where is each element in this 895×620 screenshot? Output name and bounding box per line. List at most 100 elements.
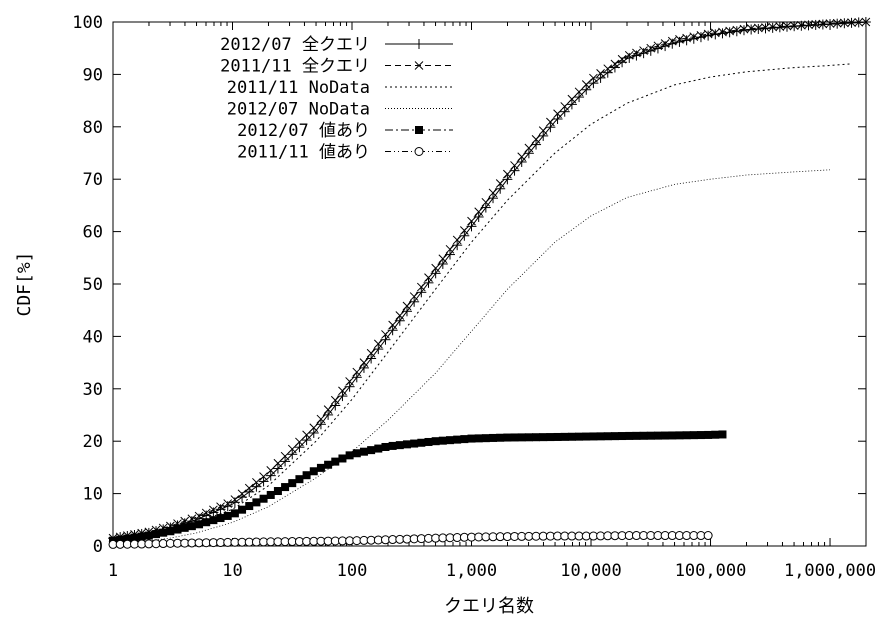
series-point xyxy=(768,22,778,32)
series-point xyxy=(431,263,441,273)
series-point xyxy=(423,277,434,288)
series-point xyxy=(552,113,563,124)
series-point xyxy=(374,444,383,453)
series-point xyxy=(711,430,720,439)
series-point xyxy=(646,43,656,53)
x-tick-label: 100,000 xyxy=(675,561,747,581)
series-point xyxy=(302,430,311,440)
series-point xyxy=(753,23,763,33)
series-point xyxy=(302,471,311,480)
series-point xyxy=(618,432,627,441)
series-point xyxy=(818,19,828,29)
series-6 xyxy=(108,531,713,549)
series-point xyxy=(116,535,125,544)
series-point xyxy=(532,433,541,442)
series-point xyxy=(215,504,226,515)
legend-item: 2011/11 値あり xyxy=(237,143,453,163)
series-point xyxy=(517,152,527,162)
series-point xyxy=(782,21,792,31)
series-point xyxy=(840,18,849,28)
series-point xyxy=(652,43,663,54)
series-point xyxy=(804,20,813,30)
series-point xyxy=(301,435,312,446)
y-tick-label: 90 xyxy=(83,65,103,85)
series-point xyxy=(195,520,204,529)
y-tick-label: 20 xyxy=(83,432,103,452)
series-point xyxy=(753,23,764,34)
series-point xyxy=(216,502,225,512)
series-point xyxy=(596,432,605,441)
series-point xyxy=(316,414,326,424)
series-point xyxy=(359,358,369,368)
series-point xyxy=(610,59,620,69)
series-point xyxy=(625,431,634,440)
series-point xyxy=(173,525,182,534)
y-tick-label: 50 xyxy=(83,275,103,295)
series-point xyxy=(331,457,340,466)
series-point xyxy=(265,470,276,481)
series-point xyxy=(345,451,354,460)
series-point xyxy=(575,432,584,441)
y-tick-label: 100 xyxy=(72,13,103,33)
series-point xyxy=(259,494,268,503)
series-point xyxy=(610,432,619,441)
series-point xyxy=(675,431,684,440)
series-point xyxy=(431,437,440,446)
series-point xyxy=(581,80,591,89)
series-point xyxy=(653,41,663,51)
series-point xyxy=(481,434,490,443)
series-point xyxy=(414,147,424,156)
series-point xyxy=(653,431,662,440)
series-2 xyxy=(108,17,871,543)
series-point xyxy=(539,433,548,442)
series-point xyxy=(603,64,613,74)
series-point xyxy=(738,25,749,36)
series-point xyxy=(402,440,411,449)
series-point xyxy=(453,435,462,444)
legend-label: 2011/11 全クエリ xyxy=(220,57,370,77)
y-tick-label: 40 xyxy=(83,327,103,347)
series-point xyxy=(359,447,368,456)
series-point xyxy=(717,28,728,39)
series-point xyxy=(245,502,254,511)
series-point xyxy=(209,505,218,515)
series-point xyxy=(567,432,576,441)
series-point xyxy=(417,438,426,447)
series-point xyxy=(531,134,541,144)
series-line xyxy=(112,63,852,541)
series-point xyxy=(638,48,649,59)
series-point xyxy=(725,26,734,36)
series-point xyxy=(789,21,799,31)
series-point xyxy=(566,99,577,110)
series-point xyxy=(710,29,721,40)
series-point xyxy=(238,505,247,514)
series-point xyxy=(631,50,642,61)
series-point xyxy=(266,490,275,499)
series-point xyxy=(309,467,318,476)
series-5 xyxy=(109,430,727,545)
series-point xyxy=(244,483,254,493)
series-point xyxy=(574,87,584,97)
series-point xyxy=(209,516,218,525)
y-tick-label: 80 xyxy=(83,118,103,138)
series-point xyxy=(731,26,742,37)
series-point xyxy=(424,437,433,446)
series-point xyxy=(724,27,735,38)
series-point xyxy=(201,508,211,518)
series-point xyxy=(252,477,261,487)
series-point xyxy=(388,320,397,330)
series-point xyxy=(861,17,871,27)
series-point xyxy=(811,20,821,29)
series-point xyxy=(324,460,333,469)
legend-label: 2012/07 NoData xyxy=(227,100,370,120)
series-point xyxy=(767,22,778,33)
series-point xyxy=(223,499,233,508)
series-point xyxy=(460,435,469,444)
series-point xyxy=(387,325,398,336)
series-point xyxy=(281,483,290,492)
series-point xyxy=(323,405,333,415)
series-point xyxy=(689,32,699,42)
series-point xyxy=(273,487,282,496)
series-point xyxy=(488,188,498,198)
series-point xyxy=(251,481,262,492)
